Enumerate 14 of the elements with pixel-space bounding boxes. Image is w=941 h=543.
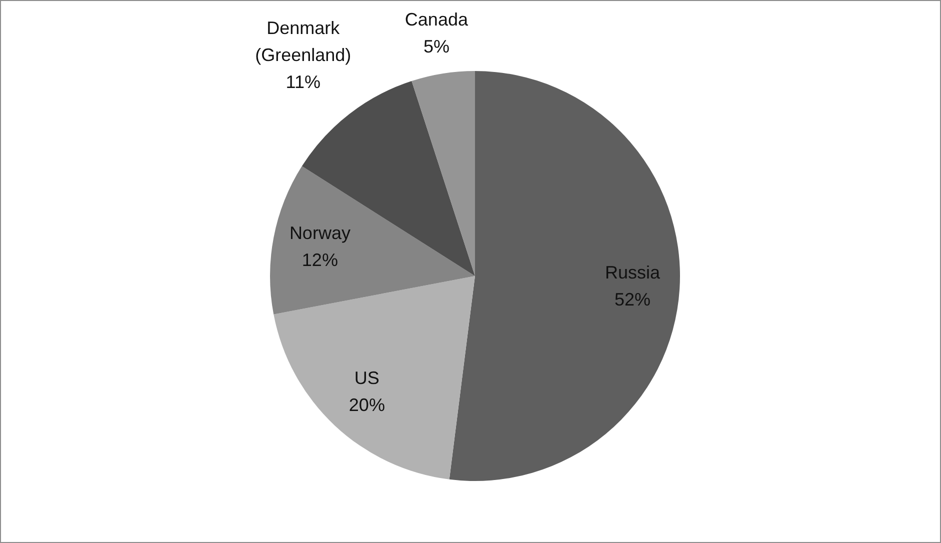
- data-label: 5%: [423, 36, 450, 57]
- data-label: 20%: [348, 394, 385, 415]
- slice-label: Denmark (Greenland): [255, 18, 352, 65]
- slice-label: Russia: [605, 262, 662, 283]
- pie-slice: [449, 71, 680, 481]
- pie-slice: [270, 166, 475, 314]
- data-label: 12%: [302, 250, 338, 270]
- pie-slice: [412, 71, 475, 276]
- pie-slice: [274, 276, 475, 480]
- slice-label: Canada: [404, 10, 469, 30]
- slice-label: Norway: [289, 223, 350, 244]
- slice-label: US: [354, 368, 380, 388]
- data-label: 52%: [614, 290, 651, 310]
- data-label: 11%: [286, 72, 321, 92]
